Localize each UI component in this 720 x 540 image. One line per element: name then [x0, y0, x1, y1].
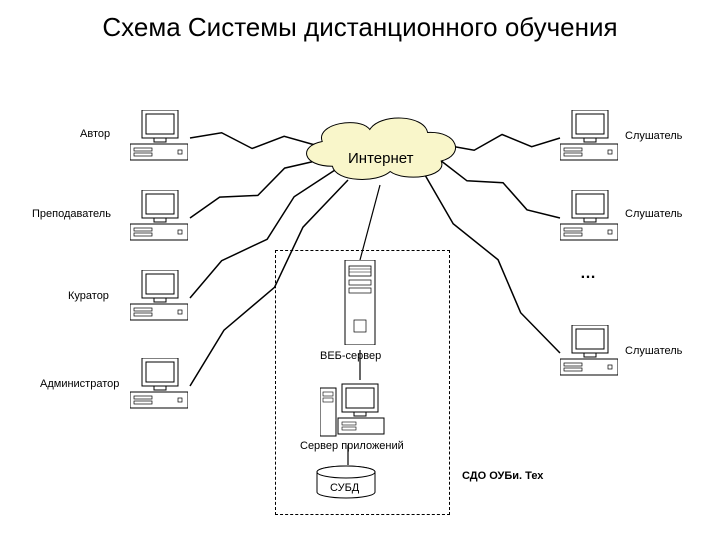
right-workstation-1 — [560, 190, 618, 247]
ellipsis-text: … — [580, 265, 596, 283]
app-server-icon — [320, 380, 390, 443]
left-workstation-2 — [130, 270, 188, 327]
web-server-icon — [340, 260, 380, 350]
right-workstation-2 — [560, 325, 618, 382]
left-workstation-3 — [130, 358, 188, 415]
right-workstation-label-0: Слушатель — [625, 130, 682, 142]
internet-cloud-label: Интернет — [348, 150, 413, 167]
dbms-label: СУБД — [330, 482, 359, 494]
left-workstation-label-3: Администратор — [40, 378, 119, 390]
left-workstation-0 — [130, 110, 188, 167]
server-group-label: СДО ОУБи. Тех — [462, 470, 543, 482]
app-server-label: Сервер приложений — [300, 440, 404, 452]
page-title: Схема Системы дистанционного обучения — [0, 12, 720, 43]
diagram-canvas: Интернет СДО ОУБи. Тех ВЕБ-сервер Сервер… — [0, 90, 720, 530]
right-workstation-label-2: Слушатель — [625, 345, 682, 357]
right-workstation-0 — [560, 110, 618, 167]
web-server-label: ВЕБ-сервер — [320, 350, 381, 362]
left-workstation-label-2: Куратор — [68, 290, 109, 302]
left-workstation-label-1: Преподаватель — [32, 208, 111, 220]
left-workstation-1 — [130, 190, 188, 247]
right-workstation-label-1: Слушатель — [625, 208, 682, 220]
left-workstation-label-0: Автор — [80, 128, 110, 140]
